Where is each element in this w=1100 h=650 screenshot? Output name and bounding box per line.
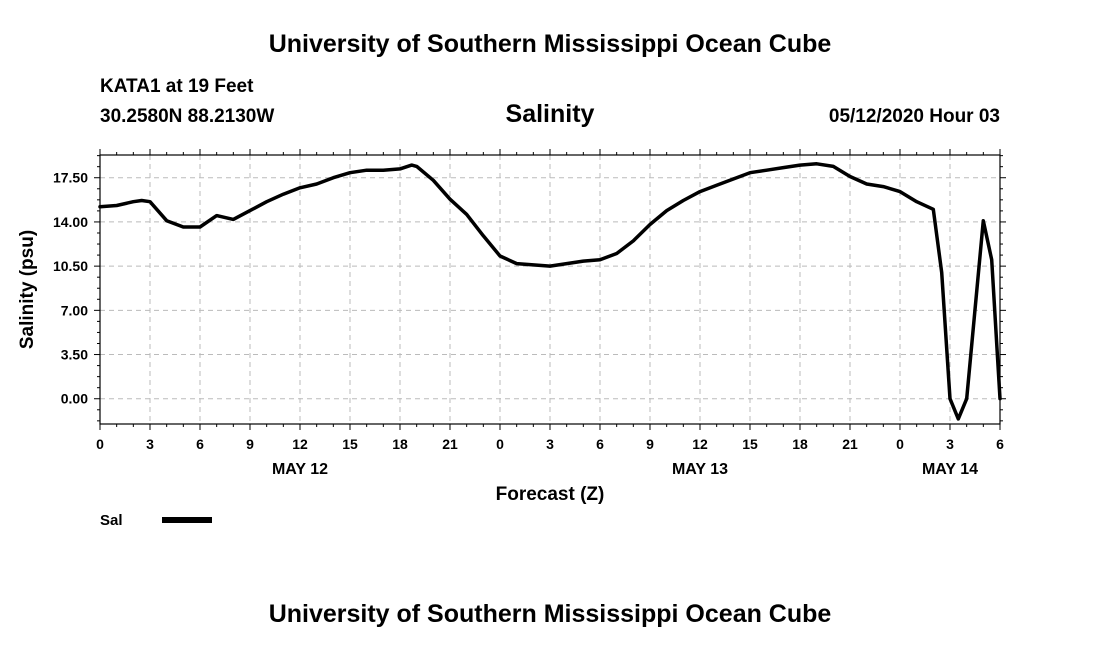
x-tick-label: 15 [742,436,758,452]
x-tick-label: 0 [896,436,904,452]
x-tick-label: 6 [196,436,204,452]
x-tick-label: 3 [146,436,154,452]
y-tick-label: 17.50 [53,170,88,186]
y-tick-label: 3.50 [61,347,88,363]
station-label: KATA1 at 19 Feet [100,76,254,97]
x-tick-label: 3 [946,436,954,452]
label-layer: 0.00 3.50 7.00 10.50 14.00 17.50 0 3 6 9 12 15 18 21 0… [17,170,1004,529]
date-label: MAY 14 [922,461,978,478]
chart-title: Salinity [505,100,595,128]
y-tick-label: 10.50 [53,258,88,274]
x-tick-label: 0 [96,436,104,452]
x-tick-label: 12 [292,436,308,452]
grid-layer [100,155,1000,424]
y-tick-label: 7.00 [61,302,88,318]
top-title: University of Southern Mississippi Ocean… [268,30,832,58]
series-line-salinity [98,162,1002,421]
date-label: MAY 12 [272,461,328,478]
bottom-title: University of Southern Mississippi Ocean… [268,600,832,628]
x-tick-label: 21 [442,436,458,452]
x-axis-title: Forecast (Z) [496,484,605,505]
y-tick-label: 14.00 [53,214,88,230]
location-label: 30.2580N 88.2130W [100,106,275,127]
x-tick-label: 6 [996,436,1004,452]
x-tick-label: 12 [692,436,708,452]
x-tick-label: 0 [496,436,504,452]
date-label: MAY 13 [672,461,728,478]
y-tick-label: 0.00 [61,391,88,407]
x-tick-label: 18 [392,436,408,452]
x-tick-label: 3 [546,436,554,452]
run-time-label: 05/12/2020 Hour 03 [828,106,1000,127]
x-tick-label: 21 [842,436,858,452]
legend-label: Sal [100,512,123,529]
x-tick-label: 6 [596,436,604,452]
x-tick-label: 18 [792,436,808,452]
y-axis-title: Salinity (psu) [17,230,38,349]
x-tick-label: 15 [342,436,358,452]
series-layer [98,162,1002,421]
x-tick-label: 9 [246,436,254,452]
axis-layer [94,149,1006,430]
x-tick-label: 9 [646,436,654,452]
